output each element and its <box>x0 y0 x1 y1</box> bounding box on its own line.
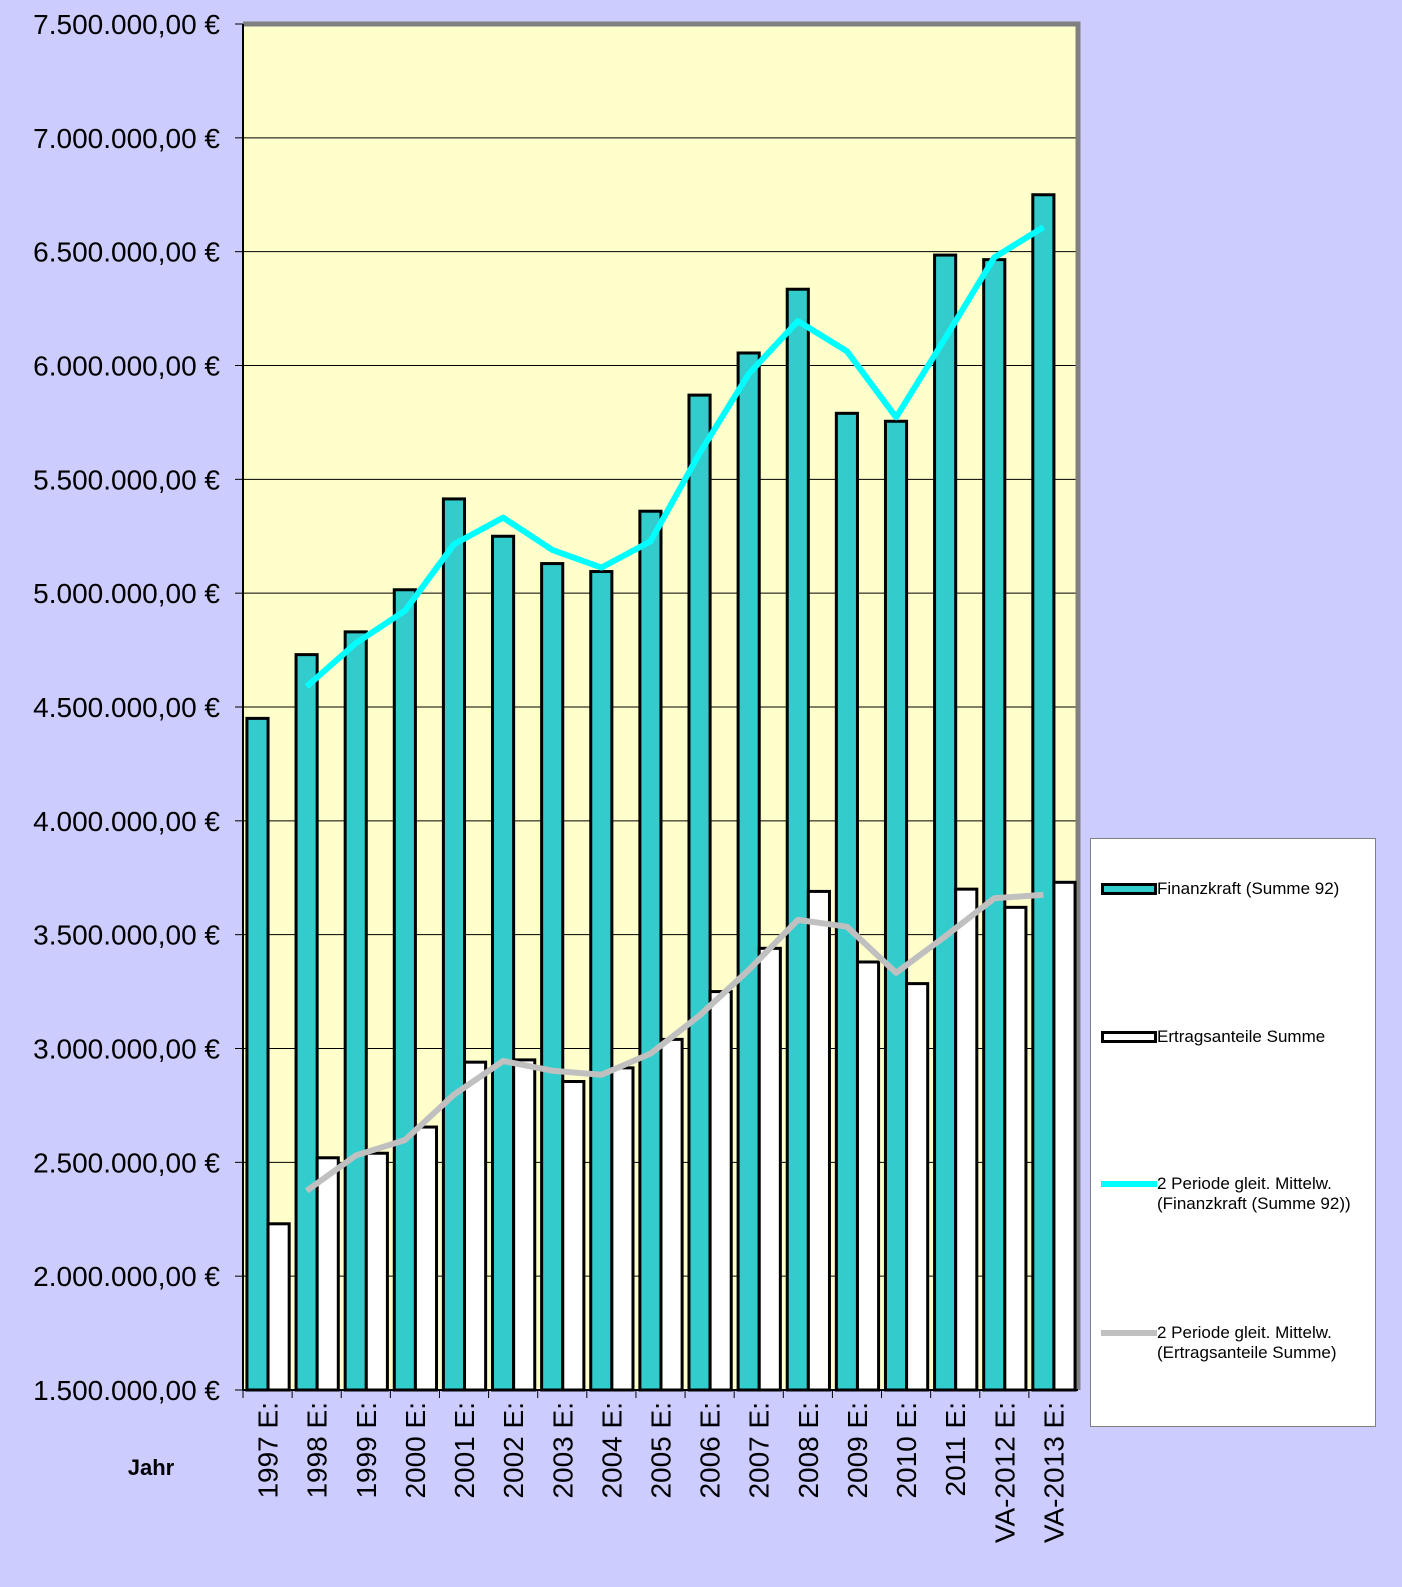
y-tick-label: 7.500.000,00 € <box>33 9 220 40</box>
x-tick-label: 2003 E: <box>547 1402 578 1499</box>
y-tick-label: 6.500.000,00 € <box>33 237 220 268</box>
y-tick-label: 3.500.000,00 € <box>33 920 220 951</box>
y-tick-label: 6.000.000,00 € <box>33 351 220 382</box>
line-series <box>304 891 1044 1194</box>
x-tick-label: 2004 E: <box>596 1402 627 1499</box>
bar <box>1031 193 1056 1392</box>
x-axis-label: Jahr <box>128 1455 175 1480</box>
x-tick-label: 2011 E: <box>940 1402 971 1496</box>
bar <box>1052 880 1077 1392</box>
line-series <box>304 224 1045 689</box>
bar <box>589 570 614 1392</box>
legend-swatch <box>1101 1181 1157 1187</box>
bar <box>463 1060 488 1392</box>
x-tick-label: 2008 E: <box>793 1402 824 1499</box>
x-tick-label: 2001 E: <box>449 1402 480 1499</box>
bar <box>834 411 859 1392</box>
y-tick-label: 2.000.000,00 € <box>33 1261 220 1292</box>
y-tick-label: 4.500.000,00 € <box>33 692 220 723</box>
y-tick-label: 5.500.000,00 € <box>33 464 220 495</box>
legend-label: Ertragsanteile Summe <box>1157 1027 1326 1046</box>
bar <box>954 887 979 1392</box>
bar <box>266 1222 291 1392</box>
x-tick-label: VA-2013 E: <box>1038 1402 1069 1543</box>
bar <box>883 419 909 1392</box>
bar <box>392 588 417 1392</box>
bar <box>757 946 782 1392</box>
bar <box>413 1125 439 1392</box>
legend-item: 2 Periode gleit. Mittelw. (Ertragsanteil… <box>1101 1323 1371 1363</box>
y-tick-label: 1.500.000,00 € <box>33 1375 220 1406</box>
x-tick-label: 1998 E: <box>302 1402 333 1499</box>
legend-item: 2 Periode gleit. Mittelw. (Finanzkraft (… <box>1101 1174 1371 1214</box>
bar <box>933 253 958 1392</box>
legend-swatch <box>1101 1330 1157 1336</box>
legend-item: Finanzkraft (Summe 92) <box>1101 879 1371 899</box>
bar <box>561 1080 586 1392</box>
y-tick-label: 3.000.000,00 € <box>33 1034 220 1065</box>
bar <box>491 534 516 1392</box>
legend-label: Finanzkraft (Summe 92) <box>1157 879 1340 898</box>
y-tick-label: 7.000.000,00 € <box>33 123 220 154</box>
bar <box>245 716 270 1392</box>
bar <box>659 1037 684 1392</box>
x-tick-label: VA-2012 E: <box>989 1402 1020 1543</box>
y-tick-label: 4.000.000,00 € <box>33 806 220 837</box>
legend-swatch <box>1101 1031 1157 1043</box>
x-tick-label: 1997 E: <box>253 1402 284 1499</box>
x-tick-label: 2006 E: <box>695 1402 726 1499</box>
bar <box>610 1066 635 1392</box>
legend-label: 2 Periode gleit. Mittelw. (Finanzkraft (… <box>1157 1174 1351 1213</box>
bar <box>294 653 319 1392</box>
bar <box>315 1156 340 1392</box>
x-tick-label: 1999 E: <box>351 1402 382 1499</box>
bar <box>785 287 810 1392</box>
plot-frame <box>243 21 1081 1390</box>
bar <box>512 1058 537 1392</box>
x-tick-label: 2007 E: <box>744 1402 775 1499</box>
bar <box>441 497 467 1392</box>
legend-swatch <box>1101 883 1157 895</box>
y-tick-label: 5.000.000,00 € <box>33 578 220 609</box>
bar <box>638 509 663 1392</box>
bar <box>905 982 930 1392</box>
bar <box>343 630 368 1392</box>
x-tick-label: 2010 E: <box>891 1402 922 1499</box>
x-tick-label: 2005 E: <box>646 1402 677 1499</box>
bar <box>1003 905 1028 1392</box>
x-tick-label: 2002 E: <box>498 1402 529 1499</box>
bar <box>736 351 761 1392</box>
bar <box>708 990 733 1392</box>
bar <box>806 889 831 1392</box>
bar <box>982 258 1007 1392</box>
legend: Finanzkraft (Summe 92) Ertragsanteile Sum… <box>1090 838 1376 1427</box>
bar <box>855 960 881 1392</box>
bar <box>540 562 565 1392</box>
legend-label: 2 Periode gleit. Mittelw. (Ertragsanteil… <box>1157 1323 1337 1362</box>
legend-item: Ertragsanteile Summe <box>1101 1027 1371 1047</box>
bar <box>364 1151 389 1392</box>
x-tick-label: 2009 E: <box>842 1402 873 1499</box>
y-tick-label: 2.500.000,00 € <box>33 1147 220 1178</box>
x-tick-label: 2000 E: <box>400 1402 431 1499</box>
bar <box>687 393 712 1392</box>
